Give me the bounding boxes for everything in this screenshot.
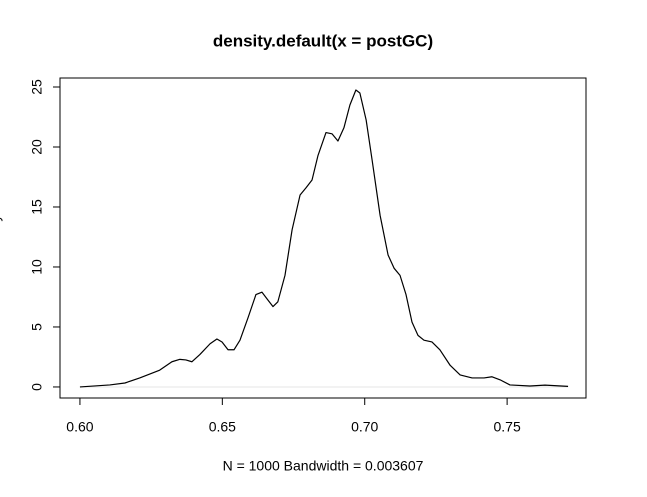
x-tick-label: 0.70	[351, 419, 378, 435]
x-tick-label: 0.65	[209, 419, 236, 435]
x-tick-label: 0.60	[66, 419, 93, 435]
plot-frame	[59, 77, 587, 399]
y-axis-label: Density	[0, 215, 3, 262]
x-tick-label: 0.75	[493, 419, 520, 435]
y-tick-label: 0	[29, 383, 45, 391]
x-axis-label: N = 1000 Bandwidth = 0.003607	[223, 458, 424, 474]
y-tick-label: 5	[29, 323, 45, 331]
y-tick-label: 15	[29, 199, 45, 215]
chart-title: density.default(x = postGC)	[213, 31, 433, 50]
y-tick-label: 20	[29, 139, 45, 155]
density-line	[79, 89, 569, 388]
y-tick-label: 10	[29, 259, 45, 275]
y-tick-label: 25	[29, 79, 45, 95]
